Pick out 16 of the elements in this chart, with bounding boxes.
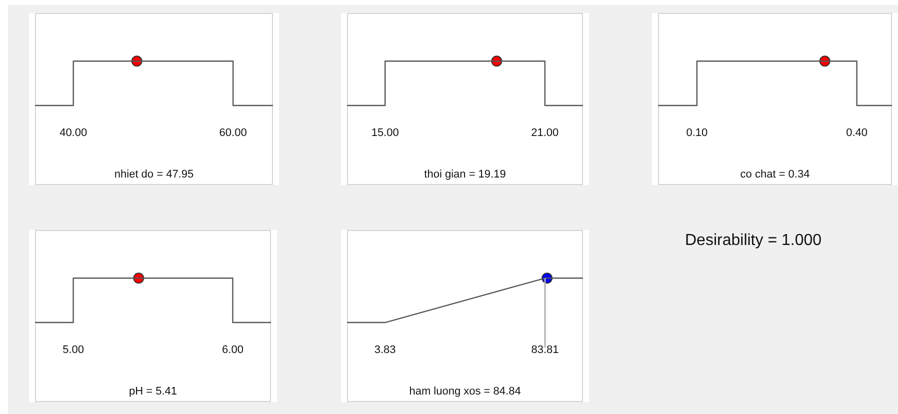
- x-axis-title: nhiet do = 47.95: [114, 168, 194, 180]
- x-tick-label: 60.00: [219, 127, 247, 140]
- x-tick-label: 21.00: [531, 127, 559, 140]
- x-tick-label: 3.83: [374, 344, 396, 356]
- x-axis-title: pH = 5.41: [128, 385, 178, 398]
- x-tick-label: 6.00: [222, 344, 244, 356]
- x-tick-label: 83.81: [531, 344, 559, 356]
- x-tick-label: 0.40: [846, 127, 868, 140]
- x-axis-title: thoi gian = 19.19: [424, 168, 506, 180]
- x-tick-label: 40.00: [60, 127, 88, 140]
- x-axis-title: ham luong xos = 84.84: [409, 385, 521, 398]
- x-tick-label: 15.00: [371, 127, 399, 140]
- x-tick-label: 5.00: [62, 344, 84, 356]
- x-tick-label: 0.10: [686, 127, 708, 140]
- text: Desirability = 1.000: [685, 232, 823, 251]
- x-axis-title: co chat = 0.34: [740, 168, 810, 180]
